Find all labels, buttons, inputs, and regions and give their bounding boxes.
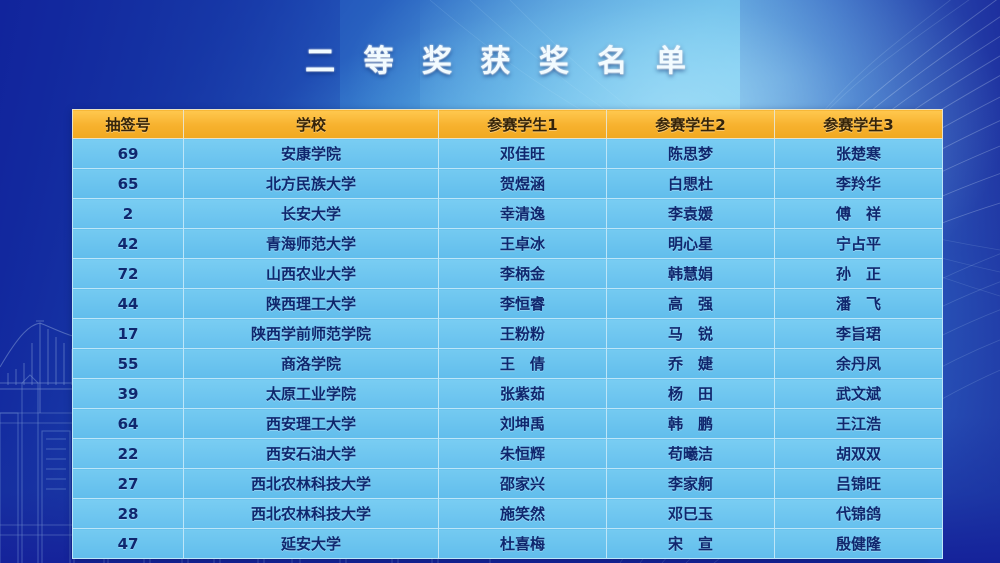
- cell-student2: 李家舸: [606, 468, 775, 499]
- cell-student2: 韩慧娟: [606, 258, 775, 289]
- cell-student1: 邵家兴: [438, 468, 607, 499]
- column-header-student3: 参赛学生3: [774, 109, 943, 139]
- cell-draw-no: 28: [72, 498, 184, 529]
- cell-student1: 刘坤禹: [438, 408, 607, 439]
- cell-student3: 代锦鸽: [774, 498, 943, 529]
- cell-student2: 李袁媛: [606, 198, 775, 229]
- cell-student2: 明心星: [606, 228, 775, 259]
- cell-student3: 余丹凤: [774, 348, 943, 379]
- cell-draw-no: 64: [72, 408, 184, 439]
- cell-student3: 胡双双: [774, 438, 943, 469]
- table-row: 42 青海师范大学 王卓冰 明心星 宁占平: [72, 228, 943, 259]
- table-row: 65 北方民族大学 贺煜涵 白愳杜 李羚华: [72, 168, 943, 199]
- cell-student3: 武文斌: [774, 378, 943, 409]
- cell-student3: 吕锦旺: [774, 468, 943, 499]
- cell-school: 西北农林科技大学: [183, 498, 439, 529]
- cell-draw-no: 55: [72, 348, 184, 379]
- cell-draw-no: 22: [72, 438, 184, 469]
- table-row: 55 商洛学院王 倩乔 婕余丹凤: [72, 348, 943, 379]
- cell-student3: 李羚华: [774, 168, 943, 199]
- table-row: 69 安康学院 邓佳旺 陈思梦 张楚寒: [72, 138, 943, 169]
- cell-student1: 王粉粉: [438, 318, 607, 349]
- cell-student1: 李柄金: [438, 258, 607, 289]
- cell-school: 安康学院: [183, 138, 439, 169]
- cell-student2: 陈思梦: [606, 138, 775, 169]
- cell-student2: 韩 鹏: [606, 408, 775, 439]
- column-header-school: 学校: [183, 109, 439, 139]
- cell-student3: 孙 正: [774, 258, 943, 289]
- cell-draw-no: 42: [72, 228, 184, 259]
- cell-student2: 乔 婕: [606, 348, 775, 379]
- table-row: 27 西北农林科技大学 邵家兴 李家舸 吕锦旺: [72, 468, 943, 499]
- column-header-draw-no: 抽签号: [72, 109, 184, 139]
- cell-student1: 贺煜涵: [438, 168, 607, 199]
- cell-student2: 白愳杜: [606, 168, 775, 199]
- cell-draw-no: 27: [72, 468, 184, 499]
- cell-school: 长安大学: [183, 198, 439, 229]
- cell-student1: 朱恒辉: [438, 438, 607, 469]
- cell-school: 陕西学前师范学院: [183, 318, 439, 349]
- cell-draw-no: 47: [72, 528, 184, 559]
- cell-draw-no: 2: [72, 198, 184, 229]
- cell-student3: 王江浩: [774, 408, 943, 439]
- table-row: 22 西安石油大学 朱恒辉 苟曦洁 胡双双: [72, 438, 943, 469]
- cell-school: 青海师范大学: [183, 228, 439, 259]
- cell-student2: 宋 宣: [606, 528, 775, 559]
- cell-school: 北方民族大学: [183, 168, 439, 199]
- cell-draw-no: 69: [72, 138, 184, 169]
- cell-student3: 李旨珺: [774, 318, 943, 349]
- cell-school: 西北农林科技大学: [183, 468, 439, 499]
- cell-school: 商洛学院: [183, 348, 439, 379]
- cell-student2: 杨 田: [606, 378, 775, 409]
- cell-school: 陕西理工大学: [183, 288, 439, 319]
- cell-student1: 施笑然: [438, 498, 607, 529]
- cell-student2: 邓巳玉: [606, 498, 775, 529]
- cell-student1: 王 倩: [438, 348, 607, 379]
- column-header-student2: 参赛学生2: [606, 109, 775, 139]
- table-row: 39 太原工业学院 张紫茹杨 田武文斌: [72, 378, 943, 409]
- table-row: 72 山西农业大学 李柄金 韩慧娟孙 正: [72, 258, 943, 289]
- cell-student2: 马 锐: [606, 318, 775, 349]
- table-row: 28 西北农林科技大学 施笑然 邓巳玉 代锦鸽: [72, 498, 943, 529]
- cell-school: 延安大学: [183, 528, 439, 559]
- table-row: 47 延安大学 杜喜梅宋 宣殷健隆: [72, 528, 943, 559]
- cell-student1: 李恒睿: [438, 288, 607, 319]
- cell-school: 太原工业学院: [183, 378, 439, 409]
- cell-student3: 殷健隆: [774, 528, 943, 559]
- cell-student1: 幸清逸: [438, 198, 607, 229]
- table-header-row: 抽签号 学校 参赛学生1 参赛学生2 参赛学生3: [72, 109, 943, 139]
- table-row: 17 陕西学前师范学院 王粉粉马 锐李旨珺: [72, 318, 943, 349]
- award-table-container: 抽签号 学校 参赛学生1 参赛学生2 参赛学生3 69 安康学院 邓佳旺 陈思梦 张楚寒…: [72, 109, 943, 559]
- cell-student3: 张楚寒: [774, 138, 943, 169]
- award-table: 抽签号 学校 参赛学生1 参赛学生2 参赛学生3 69 安康学院 邓佳旺 陈思梦 张楚寒…: [72, 109, 943, 559]
- cell-student1: 王卓冰: [438, 228, 607, 259]
- cell-draw-no: 39: [72, 378, 184, 409]
- column-header-student1: 参赛学生1: [438, 109, 607, 139]
- cell-student2: 苟曦洁: [606, 438, 775, 469]
- table-row: 64 西安理工大学 刘坤禹韩 鹏王江浩: [72, 408, 943, 439]
- cell-student3: 潘 飞: [774, 288, 943, 319]
- cell-draw-no: 44: [72, 288, 184, 319]
- cell-draw-no: 72: [72, 258, 184, 289]
- cell-student2: 高 强: [606, 288, 775, 319]
- cell-school: 山西农业大学: [183, 258, 439, 289]
- cell-student3: 傅 祥: [774, 198, 943, 229]
- table-header: 抽签号 学校 参赛学生1 参赛学生2 参赛学生3: [72, 109, 943, 139]
- cell-student3: 宁占平: [774, 228, 943, 259]
- cell-student1: 杜喜梅: [438, 528, 607, 559]
- cell-student1: 张紫茹: [438, 378, 607, 409]
- cell-student1: 邓佳旺: [438, 138, 607, 169]
- table-row: 2 长安大学 幸清逸 李袁媛傅 祥: [72, 198, 943, 229]
- cell-school: 西安石油大学: [183, 438, 439, 469]
- table-body: 69 安康学院 邓佳旺 陈思梦 张楚寒 65 北方民族大学 贺煜涵 白愳杜 李羚华 2 长安大学 幸清逸…: [72, 138, 943, 559]
- table-row: 44 陕西理工大学 李恒睿高 强潘 飞: [72, 288, 943, 319]
- cell-draw-no: 65: [72, 168, 184, 199]
- cell-school: 西安理工大学: [183, 408, 439, 439]
- cell-draw-no: 17: [72, 318, 184, 349]
